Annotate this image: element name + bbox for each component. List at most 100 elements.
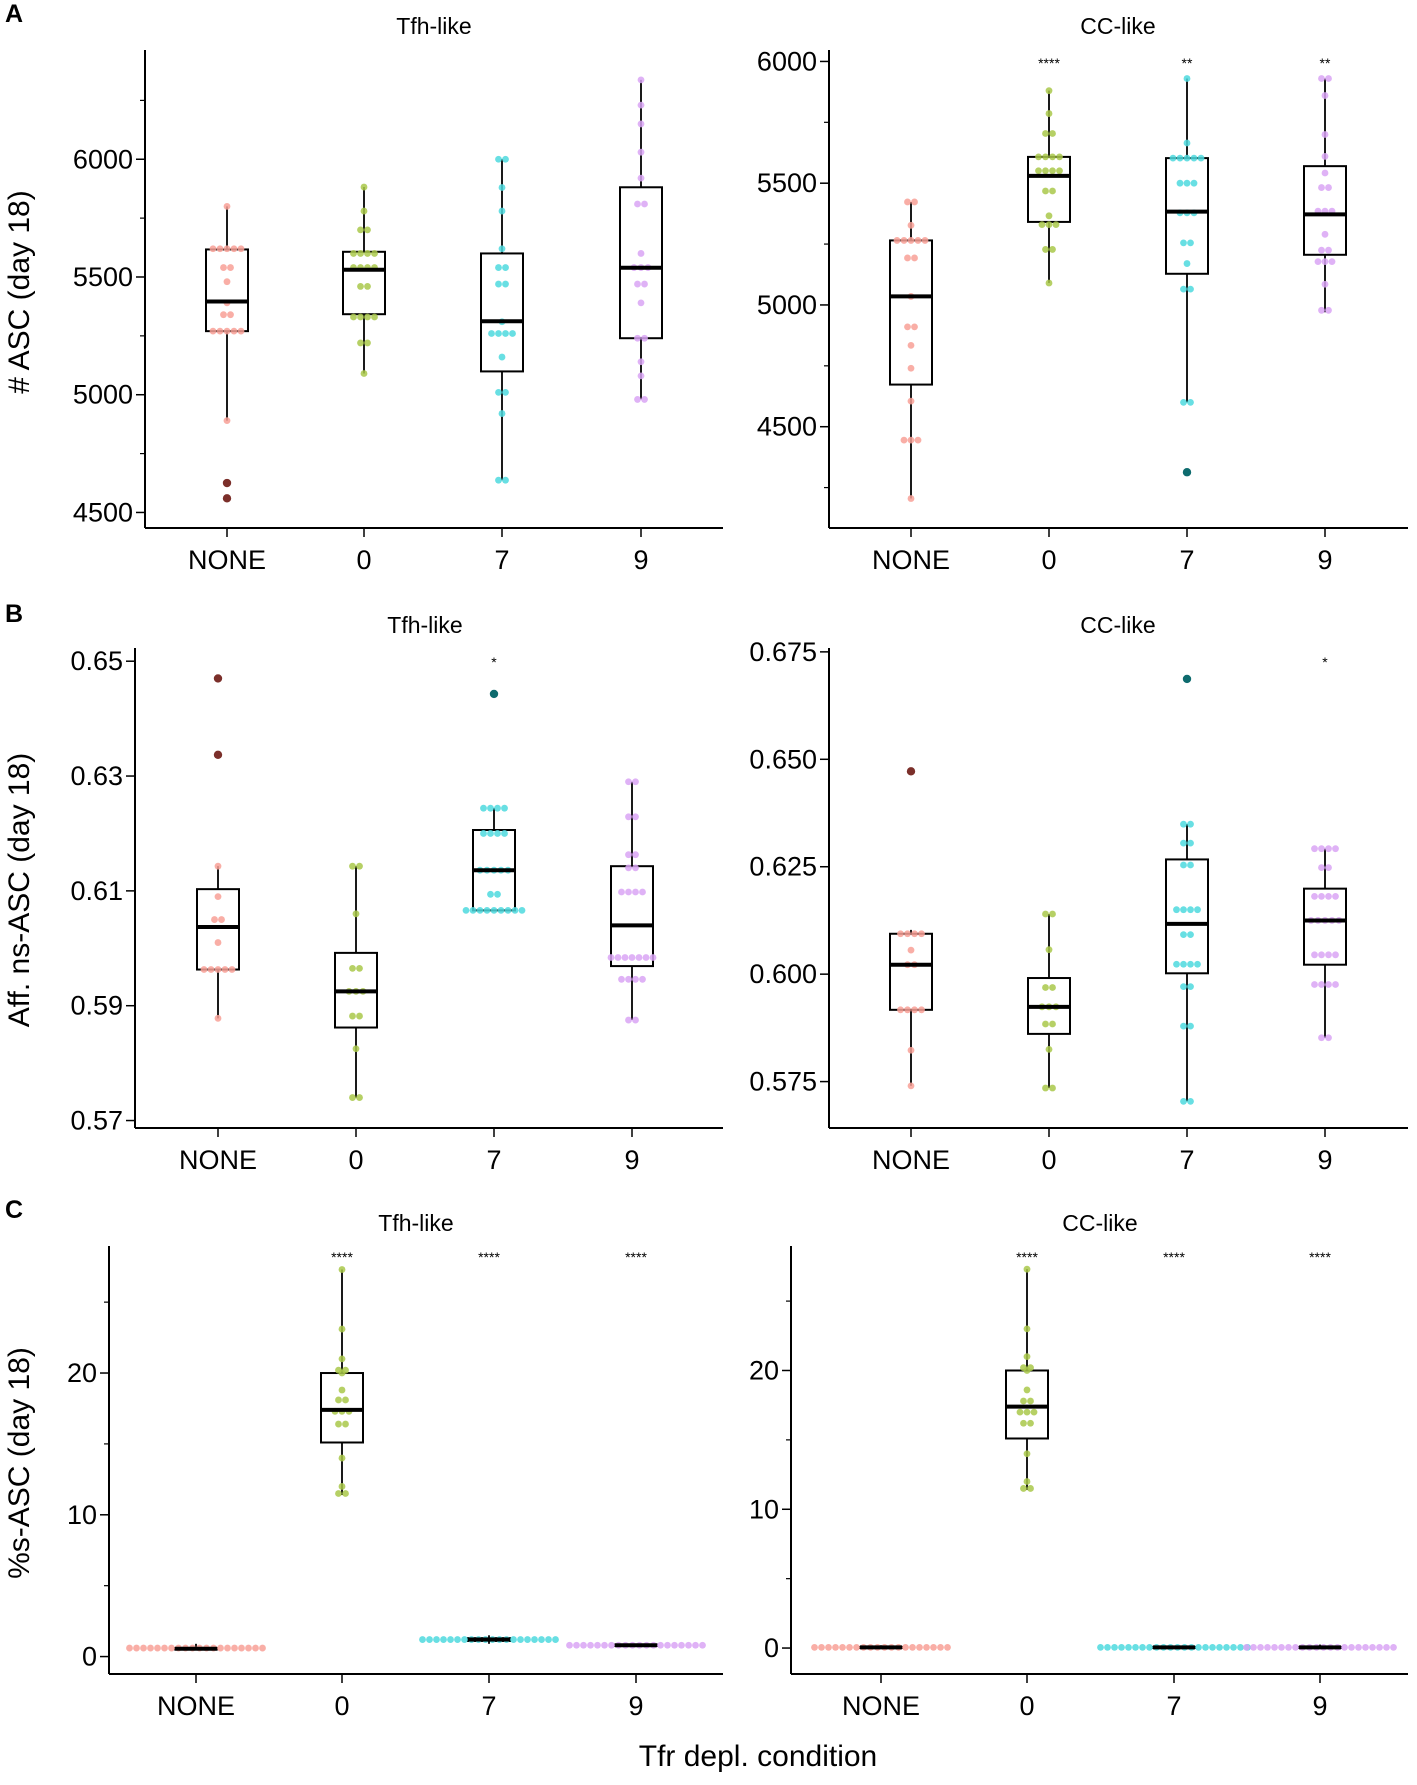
data-point xyxy=(618,888,625,896)
data-point xyxy=(1042,984,1049,991)
data-point xyxy=(1027,1397,1034,1405)
data-point xyxy=(524,1636,531,1643)
data-point xyxy=(1328,258,1336,266)
data-point xyxy=(494,890,501,898)
x-tick-label: NONE xyxy=(157,1691,235,1721)
y-tick-label: 0.61 xyxy=(70,876,123,906)
y-tick-label: 5500 xyxy=(757,168,817,198)
data-point xyxy=(937,1643,944,1651)
x-tick-label: 0 xyxy=(1041,545,1056,575)
data-point xyxy=(356,964,363,972)
data-point xyxy=(511,906,519,914)
data-point xyxy=(498,207,506,215)
x-tick-label: NONE xyxy=(872,1145,950,1175)
data-point xyxy=(220,311,227,319)
data-point xyxy=(227,264,234,271)
data-point xyxy=(1325,75,1332,82)
data-point xyxy=(1023,1325,1031,1333)
data-point xyxy=(1264,1643,1271,1651)
data-point xyxy=(1311,845,1318,853)
data-point xyxy=(223,202,231,210)
data-point xyxy=(637,299,645,307)
data-point xyxy=(371,313,378,321)
data-point xyxy=(1052,221,1060,228)
data-point xyxy=(1180,839,1187,847)
data-point xyxy=(1180,820,1187,828)
x-tick-label: 0 xyxy=(348,1145,363,1175)
data-point xyxy=(902,1643,909,1651)
data-point xyxy=(360,207,368,215)
data-point xyxy=(921,237,929,244)
data-point xyxy=(904,930,911,938)
y-tick-label: 4500 xyxy=(757,412,817,442)
data-point xyxy=(371,250,378,257)
panel-a-tfh-title: Tfh-like xyxy=(396,13,472,39)
data-point xyxy=(1104,1643,1111,1651)
significance-label: **** xyxy=(1038,55,1060,71)
significance-label: **** xyxy=(1309,1249,1331,1265)
y-tick-label: 20 xyxy=(67,1358,97,1388)
data-point xyxy=(200,966,208,973)
data-point xyxy=(1194,906,1201,914)
data-point xyxy=(480,830,487,837)
data-point xyxy=(1321,131,1329,138)
data-point xyxy=(433,1636,440,1643)
data-point xyxy=(498,184,506,191)
data-point xyxy=(1321,230,1329,238)
data-point xyxy=(1111,1643,1118,1651)
data-point xyxy=(228,966,236,973)
data-point xyxy=(632,888,639,896)
data-point xyxy=(338,1266,346,1273)
data-point xyxy=(1362,1643,1369,1651)
data-point xyxy=(573,1641,580,1649)
data-point xyxy=(1325,246,1332,254)
data-point xyxy=(1318,864,1325,871)
data-point xyxy=(1183,179,1191,187)
data-point xyxy=(1341,1643,1348,1651)
data-point xyxy=(1318,845,1325,853)
y-tick-label: 6000 xyxy=(73,144,133,174)
data-point xyxy=(1325,1034,1332,1042)
data-point xyxy=(338,1369,346,1377)
data-point xyxy=(497,906,505,914)
data-point xyxy=(1049,187,1056,195)
data-point xyxy=(220,264,227,271)
data-point xyxy=(1197,154,1205,162)
data-point xyxy=(607,954,615,961)
data-point xyxy=(216,245,224,253)
data-point xyxy=(914,436,922,444)
data-point xyxy=(462,906,470,914)
data-point xyxy=(1183,75,1191,82)
data-point xyxy=(1318,951,1325,959)
data-point xyxy=(587,1641,594,1649)
data-point xyxy=(469,906,477,914)
x-tick-label: NONE xyxy=(179,1145,257,1175)
data-point xyxy=(1209,1643,1216,1651)
data-point xyxy=(1237,1643,1244,1651)
data-point xyxy=(1187,239,1194,247)
data-point xyxy=(639,975,646,983)
data-point xyxy=(1049,910,1056,918)
data-point xyxy=(1321,92,1329,99)
data-point xyxy=(1042,1020,1049,1028)
data-point xyxy=(918,1006,925,1014)
data-point xyxy=(634,334,641,342)
data-point xyxy=(1187,861,1194,869)
data-point xyxy=(504,906,512,914)
data-point xyxy=(1348,1643,1355,1651)
data-point xyxy=(1311,981,1318,988)
data-point xyxy=(364,313,371,321)
panel-c-cc-title: CC-like xyxy=(1062,1210,1138,1236)
data-point xyxy=(494,830,501,837)
data-point xyxy=(1321,280,1329,288)
data-point xyxy=(911,198,918,206)
data-point xyxy=(909,1643,916,1651)
data-point xyxy=(338,1325,346,1333)
data-point xyxy=(364,250,371,257)
data-point xyxy=(214,939,222,946)
data-point xyxy=(637,76,645,84)
data-point xyxy=(566,1641,573,1649)
data-point xyxy=(364,226,371,234)
data-point xyxy=(1187,398,1194,406)
data-point xyxy=(1332,951,1339,959)
